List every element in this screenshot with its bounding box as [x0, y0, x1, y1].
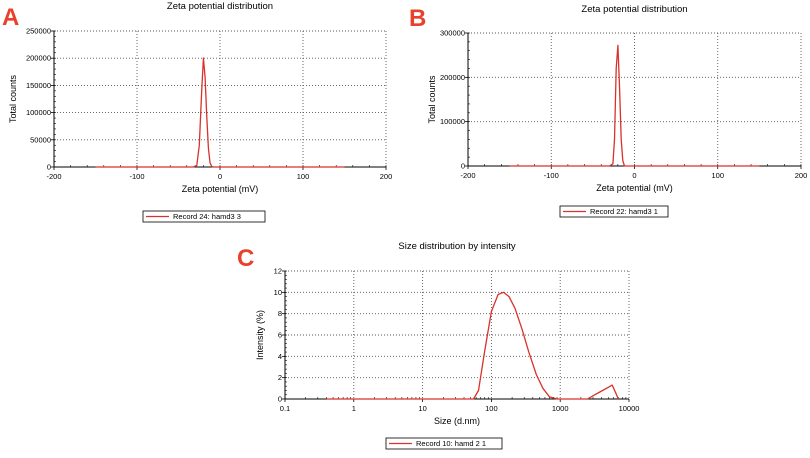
x-tick-label: 100	[485, 404, 498, 413]
x-axis-label: Size (d.nm)	[434, 416, 480, 426]
legend-box	[385, 437, 503, 450]
chart-title: Size distribution by intensity	[398, 241, 515, 252]
series-line	[326, 291, 619, 400]
x-tick-label: 10000	[619, 404, 640, 413]
y-tick-label: 250000	[26, 27, 51, 36]
y-tick-label: 50000	[30, 135, 51, 144]
y-tick-label: 6	[278, 331, 282, 340]
x-tick-label: 1	[352, 404, 356, 413]
x-tick-label: 100	[297, 172, 310, 181]
x-tick-label: 200	[380, 172, 393, 181]
y-tick-label: 0	[278, 395, 282, 404]
legend-box	[142, 210, 266, 223]
x-tick-label: 200	[795, 171, 808, 180]
chart-title: Zeta potential distribution	[581, 4, 687, 15]
panel-label-b: B	[409, 5, 427, 32]
x-axis-label: Zeta potential (mV)	[182, 184, 259, 194]
x-tick-label: 0	[632, 171, 636, 180]
x-axis-label: Zeta potential (mV)	[596, 183, 673, 193]
y-axis-label: Total counts	[8, 74, 18, 123]
y-tick-label: 100000	[26, 108, 51, 117]
panel-label-a: A	[2, 4, 20, 31]
x-tick-label: 1000	[552, 404, 569, 413]
chart-panel-a: Zeta potential distribution -200 -100 0 100 2…	[8, 1, 393, 223]
y-tick-label: 200000	[440, 73, 465, 82]
y-tick-label: 200000	[26, 54, 51, 63]
legend-box	[559, 205, 669, 218]
y-tick-label: 0	[461, 162, 465, 171]
x-tick-label: 100	[711, 171, 724, 180]
y-tick-label: 4	[278, 352, 282, 361]
x-tick-label: 10	[418, 404, 426, 413]
legend-entry: Record 22: hamd3 1	[590, 207, 658, 216]
chart-panel-b: Zeta potential distribution -200 -100 0 100 2…	[427, 4, 808, 218]
y-tick-label: 8	[278, 309, 282, 318]
y-tick-label: 100000	[440, 117, 465, 126]
y-tick-label: 150000	[26, 81, 51, 90]
y-axis-label: Total counts	[427, 75, 437, 124]
y-tick-label: 10	[274, 288, 282, 297]
series-line	[95, 57, 345, 168]
series-line	[509, 44, 760, 167]
x-tick-label: -100	[544, 171, 559, 180]
y-tick-label: 300000	[440, 29, 465, 38]
y-tick-label: 2	[278, 373, 282, 382]
y-tick-label: 0	[47, 163, 51, 172]
y-axis-label: Intensity (%)	[255, 310, 265, 360]
panel-label-c: C	[237, 245, 255, 272]
x-tick-label: -100	[129, 172, 144, 181]
chart-title: Zeta potential distribution	[167, 1, 273, 12]
legend-entry: Record 24: hamd3 3	[173, 212, 241, 221]
y-tick-label: 12	[274, 267, 282, 276]
x-tick-label: -200	[46, 172, 61, 181]
legend-entry: Record 10: hamd 2 1	[416, 439, 486, 448]
x-tick-label: -200	[460, 171, 475, 180]
x-tick-label: 0	[218, 172, 222, 181]
x-tick-label: 0.1	[280, 404, 290, 413]
